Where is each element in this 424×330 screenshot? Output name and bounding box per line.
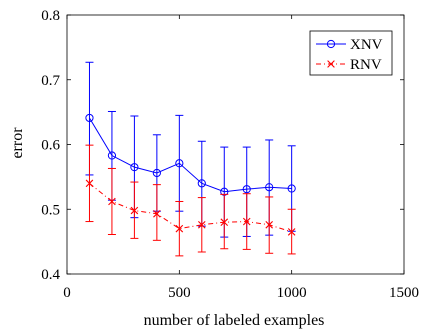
y-tick-label: 0.5 (41, 202, 60, 218)
x-marker-stroke (242, 217, 251, 226)
legend-marker (326, 39, 336, 49)
x-tick-label: 1000 (277, 285, 307, 301)
xnv-point (152, 168, 161, 178)
rnv-point (265, 221, 273, 229)
rnv-point (175, 224, 184, 233)
xnv-series (85, 61, 296, 238)
legend-label: XNV (350, 37, 383, 53)
y-tick-label: 0.8 (41, 8, 60, 24)
x-marker-stroke (265, 221, 273, 229)
x-marker-stroke (287, 228, 296, 236)
xnv-point (130, 163, 139, 172)
x-marker-stroke (85, 179, 94, 188)
xnv-point (175, 159, 184, 168)
x-marker-stroke (198, 221, 206, 229)
xnv-point (197, 179, 206, 188)
rnv-point (198, 221, 206, 229)
x-axis-title: number of labeled examples (144, 312, 325, 329)
rnv-point (287, 228, 296, 236)
legend-item-rnv: RNV (316, 57, 382, 73)
rnv-series (85, 144, 296, 257)
xnv-point (85, 113, 94, 123)
xnv-point (107, 151, 117, 160)
rnv-point (153, 209, 161, 218)
rnv-point (220, 218, 229, 226)
xnv-point (242, 185, 251, 194)
rnv-point (130, 206, 139, 215)
legend-box (309, 30, 393, 76)
x-tick-label: 1500 (389, 285, 419, 301)
rnv-error-bar (152, 184, 161, 241)
x-marker-stroke (327, 60, 335, 68)
rnv-line (89, 182, 292, 233)
y-tick-label: 0.6 (41, 138, 60, 154)
rnv-point (85, 179, 94, 188)
rnv-point (242, 217, 251, 226)
legend-marker (327, 60, 335, 68)
y-tick-label: 0.7 (41, 73, 60, 89)
xnv-line (89, 117, 292, 193)
y-axis-title: error (9, 127, 26, 159)
x-marker-stroke (108, 197, 116, 206)
x-marker-stroke (153, 209, 161, 218)
legend-item-xnv: XNV (316, 37, 383, 53)
x-tick-label: 500 (168, 285, 191, 301)
x-marker-stroke (220, 218, 229, 226)
y-tick-label: 0.4 (41, 267, 60, 283)
legend: XNV RNV (309, 30, 393, 76)
x-marker-stroke (175, 224, 184, 233)
x-tick-label: 0 (63, 285, 71, 301)
legend-label: RNV (350, 57, 382, 73)
rnv-point (108, 197, 116, 206)
xnv-point (287, 184, 296, 193)
x-marker-stroke (130, 206, 139, 215)
xnv-point (265, 183, 274, 192)
